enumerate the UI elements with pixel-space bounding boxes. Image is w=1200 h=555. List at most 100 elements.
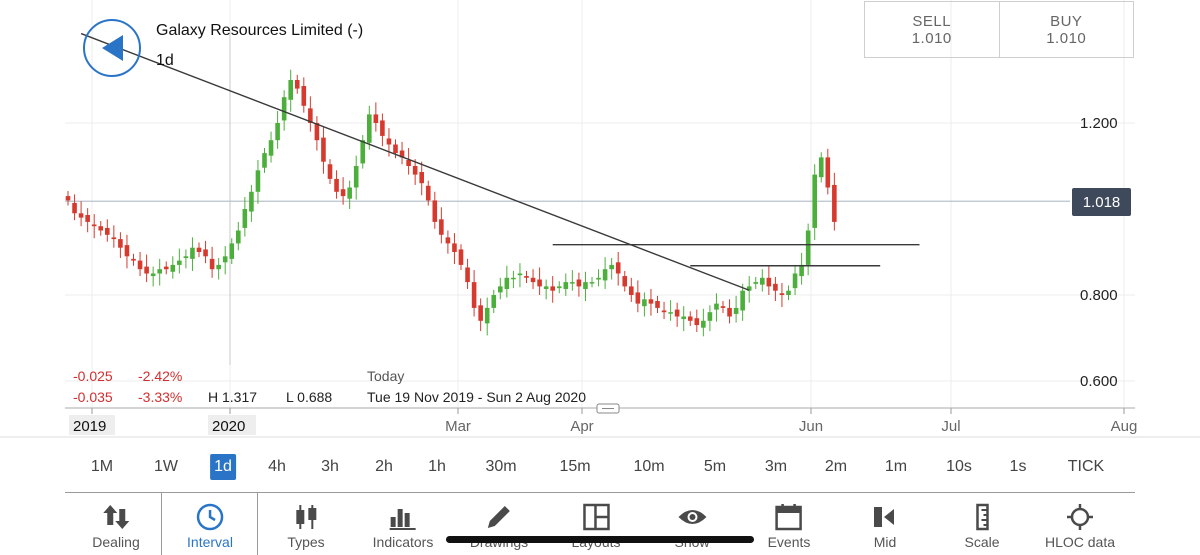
sell-button[interactable]: SELL 1.010 [865, 2, 999, 57]
interval-option-10s[interactable]: 10s [946, 458, 972, 475]
candle [262, 147, 267, 173]
interval-option-1w[interactable]: 1W [154, 458, 178, 475]
tool-hloc-data[interactable]: HLOC data [1045, 493, 1115, 555]
current-price-tag: 1.018 [1072, 188, 1131, 216]
interval-option-1s[interactable]: 1s [1009, 458, 1027, 475]
candle-body [668, 312, 673, 314]
candle-body [524, 276, 529, 278]
candle [635, 280, 641, 313]
candle-body [452, 243, 457, 252]
candle [334, 170, 339, 199]
candle-body [563, 282, 569, 289]
candle [406, 147, 411, 175]
tool-scale[interactable]: Scale [964, 493, 1000, 555]
candle [131, 253, 136, 266]
interval-option-10m[interactable]: 10m [633, 458, 665, 475]
candle [589, 276, 595, 288]
tool-drawings[interactable]: Drawings [470, 493, 528, 555]
candle [465, 258, 470, 289]
candle-body [740, 290, 745, 311]
candle-body [570, 282, 575, 284]
candle [294, 74, 300, 94]
candle-body [543, 286, 549, 289]
buy-price: 1.010 [1046, 29, 1087, 47]
interval-option-5m[interactable]: 5m [703, 458, 727, 475]
candle-body [131, 258, 136, 261]
candle-body [799, 264, 804, 277]
candle [412, 159, 418, 185]
candle [170, 256, 176, 279]
candle [72, 194, 77, 221]
tool-dealing[interactable]: Dealing [92, 493, 140, 555]
candle-body [511, 277, 516, 280]
drawings [80, 32, 920, 291]
interval-option-3m[interactable]: 3m [764, 458, 788, 475]
candle-body [596, 277, 601, 280]
candle-body [91, 224, 97, 227]
interval-option-tick[interactable]: TICK [1067, 458, 1105, 475]
y-tick-label: 1.200 [1080, 115, 1118, 132]
interval-option-30m[interactable]: 30m [485, 458, 517, 475]
candle [380, 113, 385, 147]
candle [177, 248, 182, 274]
x-tick-label: Jun [799, 418, 823, 435]
candle [681, 306, 686, 332]
tool-label: Dealing [92, 534, 140, 550]
candle [288, 69, 293, 112]
candle-body [85, 215, 90, 222]
tool-indicators[interactable]: Indicators [373, 493, 433, 555]
candle-body [393, 144, 398, 154]
tool-mid[interactable]: Mid [870, 493, 900, 555]
candle-body [701, 320, 706, 328]
candle [144, 254, 149, 283]
trendline[interactable] [80, 32, 750, 291]
candle [209, 246, 215, 278]
candle-body [471, 282, 477, 308]
candle [478, 298, 483, 332]
interval-option-2m[interactable]: 2m [824, 458, 848, 475]
candle [799, 252, 804, 285]
candle-body [832, 184, 837, 222]
candle-body [163, 266, 169, 270]
candle-body [406, 159, 411, 166]
candle [190, 237, 195, 271]
candle-body [786, 290, 791, 295]
tool-interval[interactable]: Interval [187, 493, 233, 555]
candle [556, 281, 562, 294]
candle [576, 272, 582, 297]
candle [674, 302, 680, 327]
candle [779, 282, 785, 308]
candle-body [465, 267, 470, 283]
candle [714, 293, 719, 322]
tool-events[interactable]: Events [767, 493, 811, 555]
tool-show[interactable]: Show [674, 493, 710, 555]
interval-option-3h[interactable]: 3h [321, 458, 339, 475]
candle [773, 276, 778, 302]
buy-button[interactable]: BUY 1.010 [998, 2, 1134, 57]
interval-option-1d[interactable]: 1d [210, 454, 236, 480]
candle [373, 102, 379, 132]
interval-option-4h[interactable]: 4h [268, 458, 286, 475]
tool-types[interactable]: Types [287, 493, 325, 555]
candle-body [491, 295, 497, 308]
candle-body [609, 264, 614, 270]
back-button[interactable] [83, 19, 141, 77]
interval-option-1m[interactable]: 1M [90, 458, 114, 475]
candle [203, 240, 208, 264]
x-tick-label: Apr [570, 418, 593, 435]
tool-label: Events [767, 534, 811, 550]
candle-body [537, 279, 542, 287]
price-chart[interactable]: 1.200 0.800 0.600 2019 2020 Mar Apr Jun Jul Aug [0, 0, 1200, 454]
candle-body [386, 138, 392, 145]
tool-layouts[interactable]: Layouts [571, 493, 621, 555]
interval-option-2h[interactable]: 2h [375, 458, 393, 475]
candle-body [714, 303, 719, 310]
interval-option-1m[interactable]: 1m [884, 458, 908, 475]
sell-price: 1.010 [911, 29, 952, 47]
candle-body [294, 80, 300, 89]
candle-body [648, 299, 654, 304]
interval-option-1h[interactable]: 1h [428, 458, 446, 475]
instrument-title: Galaxy Resources Limited (-) [156, 22, 364, 39]
interval-option-15m[interactable]: 15m [559, 458, 591, 475]
interval-label: 1d [156, 52, 174, 69]
